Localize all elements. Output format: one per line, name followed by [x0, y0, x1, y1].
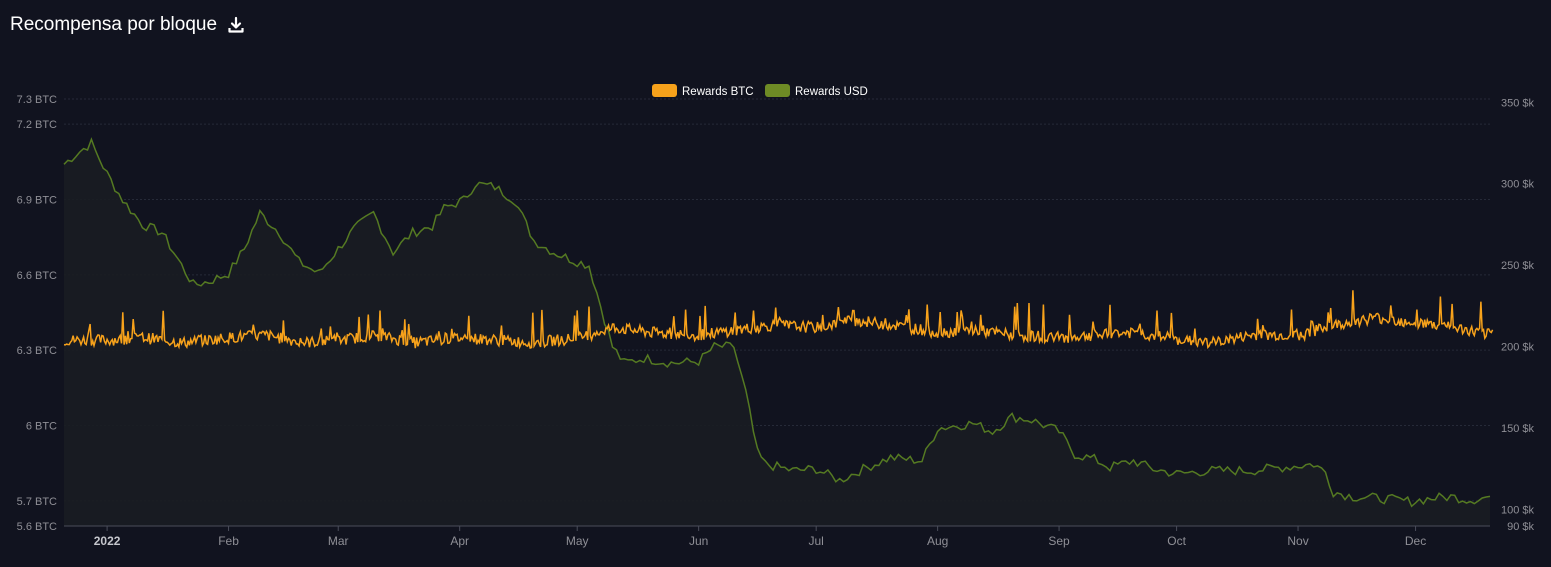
- y-left-tick-label: 5.7 BTC: [17, 496, 57, 508]
- x-tick-label: May: [566, 534, 589, 548]
- chart-title: Recompensa por bloque: [10, 14, 218, 35]
- y-left-tick-label: 7.2 BTC: [17, 119, 57, 131]
- legend-swatch: [652, 84, 677, 97]
- usd-series-line: [63, 137, 1491, 508]
- chart-header: Recompensa por bloque: [10, 14, 245, 36]
- x-tick-label: 2022: [94, 534, 121, 548]
- y-left-tick-label: 7.3 BTC: [17, 94, 57, 106]
- y-right-tick-label: 100 $k: [1501, 505, 1535, 517]
- x-tick-label: Jul: [809, 534, 824, 548]
- y-right-tick-label: 90 $k: [1507, 521, 1534, 533]
- area-fill: [64, 139, 1490, 527]
- x-tick-label: Oct: [1167, 534, 1186, 548]
- legend-label: Rewards BTC: [682, 86, 754, 98]
- y-axis-right: 350 $k 300 $k 250 $k 200 $k 150 $k 100 $k 90 $…: [1501, 97, 1535, 533]
- x-tick-label: Nov: [1287, 534, 1308, 548]
- usd-area: [64, 139, 1490, 527]
- x-axis: 2022 Feb Mar Apr May Jun Jul Aug Sep Oct Nov Dec: [64, 525, 1490, 548]
- x-tick-label: Mar: [328, 534, 349, 548]
- x-tick-label: Dec: [1405, 534, 1426, 548]
- chart-legend: Rewards BTC Rewards USD: [652, 84, 868, 98]
- x-tick-label: Aug: [927, 534, 948, 548]
- y-left-tick-label: 6.3 BTC: [17, 345, 57, 357]
- x-tick-label: Feb: [218, 534, 239, 548]
- x-tick-label: Jun: [689, 534, 708, 548]
- y-axis-left: 7.3 BTC 7.2 BTC 6.9 BTC 6.6 BTC 6.3 BTC 6 BTC…: [17, 94, 57, 533]
- y-left-tick-label: 6.9 BTC: [17, 194, 57, 206]
- y-right-tick-label: 300 $k: [1501, 179, 1535, 191]
- btc-series-line: [63, 290, 1494, 350]
- y-right-tick-label: 200 $k: [1501, 342, 1535, 354]
- x-tick-label: Sep: [1048, 534, 1070, 548]
- y-left-tick-label: 6 BTC: [26, 421, 57, 433]
- download-icon[interactable]: [227, 16, 245, 34]
- x-tick-label: Apr: [450, 534, 469, 548]
- y-right-tick-label: 350 $k: [1501, 97, 1535, 109]
- y-left-tick-label: 6.6 BTC: [17, 270, 57, 282]
- legend-label: Rewards USD: [795, 86, 868, 98]
- y-left-tick-label: 5.6 BTC: [17, 521, 57, 533]
- legend-swatch: [765, 84, 790, 97]
- legend-item[interactable]: Rewards USD: [765, 84, 868, 98]
- y-right-tick-label: 150 $k: [1501, 423, 1535, 435]
- legend-item[interactable]: Rewards BTC: [652, 84, 754, 98]
- y-right-tick-label: 250 $k: [1501, 260, 1535, 272]
- series-lines: [63, 137, 1494, 508]
